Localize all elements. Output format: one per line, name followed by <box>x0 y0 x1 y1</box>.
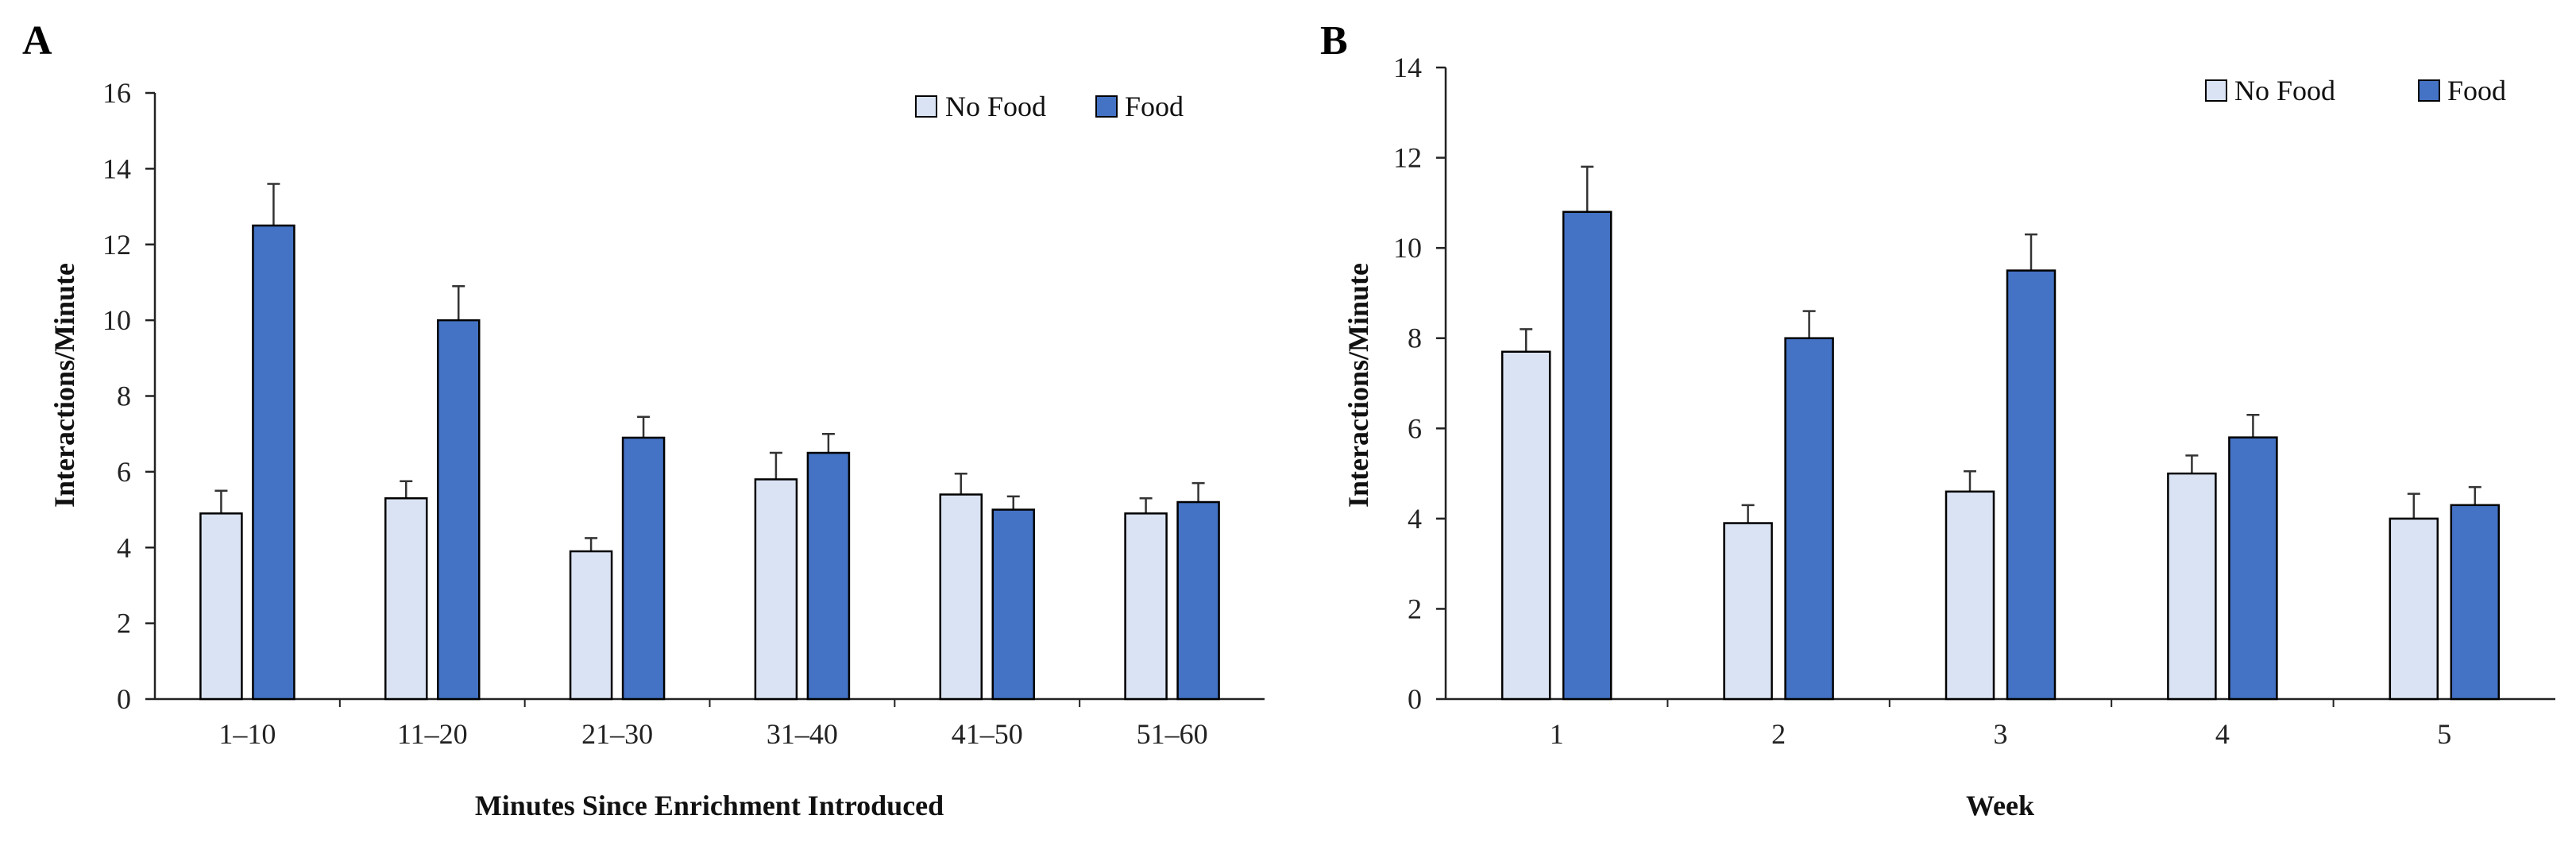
x-tick-label-a: 51–60 <box>1137 718 1208 750</box>
y-axis-title-b: Interactions/Minute <box>1342 263 1374 508</box>
legend-swatch-food-a <box>1095 95 1118 118</box>
chart-panel-a: A Interactions/Minute Minutes Since Enri… <box>22 18 1265 821</box>
bar-no-food-b <box>2167 472 2217 701</box>
legend-swatch-food-b <box>2418 79 2440 102</box>
x-tick-label-a: 21–30 <box>581 718 653 750</box>
y-tick-label-a: 6 <box>117 456 131 488</box>
y-tick-label-b: 4 <box>1408 503 1422 535</box>
bar-no-food-a <box>384 497 428 701</box>
bar-no-food-a <box>569 550 613 701</box>
x-tick-label-a: 11–20 <box>397 718 468 750</box>
bar-no-food-b <box>1945 490 1995 701</box>
bar-no-food-b <box>1500 350 1551 701</box>
bar-food-b <box>2228 436 2278 701</box>
y-tick-label-a: 8 <box>117 381 131 412</box>
panel-label-b: B <box>1320 18 1348 64</box>
bar-food-b <box>1784 337 1834 701</box>
bar-no-food-a <box>1124 512 1168 701</box>
legend-b: No Food Food <box>2205 75 2506 106</box>
bar-food-b <box>2006 269 2057 701</box>
legend-label-food-a: Food <box>1125 91 1184 122</box>
legend-swatch-no-food-a <box>915 95 937 118</box>
bar-food-a <box>621 436 666 701</box>
legend-label-food-b: Food <box>2447 75 2506 106</box>
y-tick-label-b: 6 <box>1408 412 1422 444</box>
bar-no-food-a <box>754 478 798 701</box>
x-axis-title-a: Minutes Since Enrichment Introduced <box>475 790 944 821</box>
bar-no-food-a <box>939 493 983 701</box>
bar-food-b <box>1562 211 1612 701</box>
legend-a: No Food Food <box>915 91 1184 122</box>
y-tick-label-a: 14 <box>102 153 131 184</box>
y-tick-label-b: 2 <box>1408 593 1422 624</box>
y-tick-label-b: 12 <box>1393 142 1422 174</box>
y-tick-label-b: 0 <box>1408 683 1422 715</box>
y-tick-label-a: 0 <box>117 683 131 715</box>
legend-label-no-food-a: No Food <box>945 91 1046 122</box>
bar-food-b <box>2450 504 2501 701</box>
x-tick-label-a: 31–40 <box>767 718 838 750</box>
x-tick-label-b: 3 <box>1994 718 2008 750</box>
bar-food-a <box>991 508 1035 701</box>
chart-panel-b: B Interactions/Minute Week No Food Food … <box>1320 18 2555 821</box>
y-axis-title-a: Interactions/Minute <box>48 263 80 508</box>
x-tick-label-a: 41–50 <box>952 718 1023 750</box>
y-tick-label-b: 10 <box>1393 232 1422 264</box>
x-tick-label-b: 4 <box>2215 718 2230 750</box>
bar-no-food-b <box>1723 522 1773 701</box>
x-tick-label-b: 1 <box>1550 718 1564 750</box>
bar-food-a <box>437 319 481 701</box>
legend-swatch-no-food-b <box>2205 79 2227 102</box>
y-tick-label-a: 10 <box>102 304 131 336</box>
bar-no-food-b <box>2389 517 2439 701</box>
bar-food-a <box>252 224 295 701</box>
x-axis-title-b: Week <box>1966 790 2034 821</box>
bar-food-a <box>1176 500 1220 701</box>
y-tick-label-a: 4 <box>117 531 131 563</box>
panel-label-a: A <box>22 18 52 64</box>
bar-food-a <box>806 451 851 701</box>
legend-label-no-food-b: No Food <box>2234 75 2335 106</box>
y-tick-label-a: 2 <box>117 608 131 639</box>
x-tick-label-a: 1–10 <box>218 718 276 750</box>
x-tick-label-b: 5 <box>2437 718 2451 750</box>
y-tick-label-a: 12 <box>102 229 131 261</box>
bar-no-food-a <box>199 512 243 701</box>
y-tick-label-b: 14 <box>1393 52 1422 83</box>
y-tick-label-a: 16 <box>102 77 131 109</box>
x-tick-label-b: 2 <box>1771 718 1786 750</box>
y-tick-label-b: 8 <box>1408 323 1422 354</box>
